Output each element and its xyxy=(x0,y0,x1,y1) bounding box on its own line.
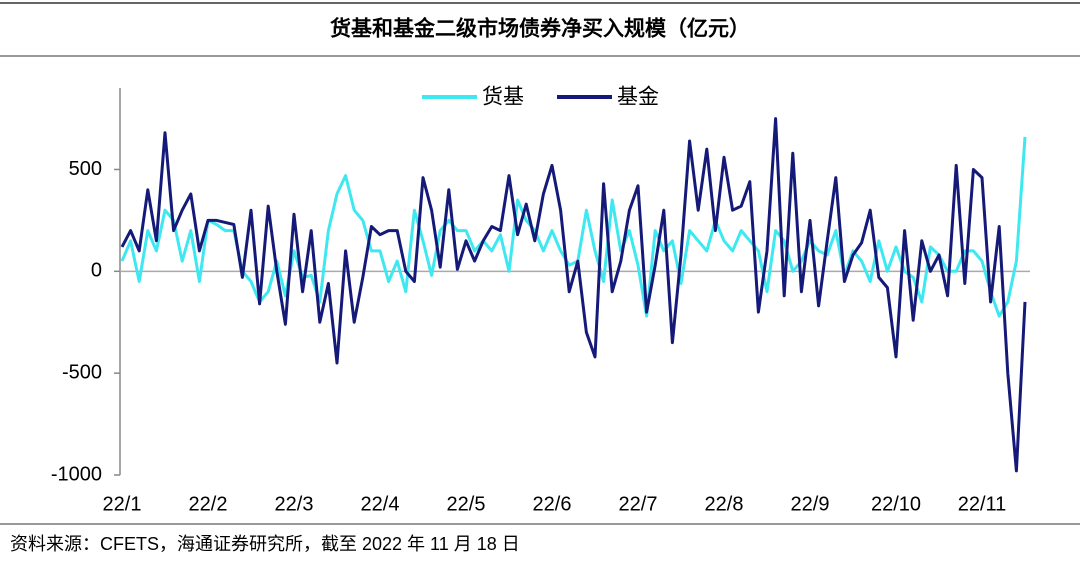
y-tick-label: -1000 xyxy=(51,463,102,485)
y-tick-label: -500 xyxy=(62,361,102,383)
x-tick-label: 22/7 xyxy=(619,493,658,515)
x-tick-label: 22/9 xyxy=(791,493,830,515)
legend-label: 基金 xyxy=(617,86,659,109)
source-note: 资料来源：CFETS，海通证券研究所，截至 2022 年 11 月 18 日 xyxy=(10,534,520,554)
y-tick-label: 500 xyxy=(69,158,102,180)
series-line xyxy=(120,117,1027,473)
x-tick-label: 22/5 xyxy=(447,493,486,515)
x-tick-label: 22/2 xyxy=(189,493,228,515)
x-tick-label: 22/3 xyxy=(275,493,314,515)
x-tick-label: 22/6 xyxy=(533,493,572,515)
series-line xyxy=(120,136,1027,318)
y-tick-label: 0 xyxy=(91,260,102,282)
x-tick-label: 22/11 xyxy=(958,493,1007,515)
legend-label: 货基 xyxy=(482,86,524,109)
x-tick-label: 22/10 xyxy=(871,493,921,515)
chart-title: 货基和基金二级市场债券净买入规模（亿元） xyxy=(330,17,750,41)
x-tick-label: 22/1 xyxy=(103,493,142,515)
x-tick-label: 22/8 xyxy=(705,493,744,515)
x-tick-label: 22/4 xyxy=(361,493,400,515)
